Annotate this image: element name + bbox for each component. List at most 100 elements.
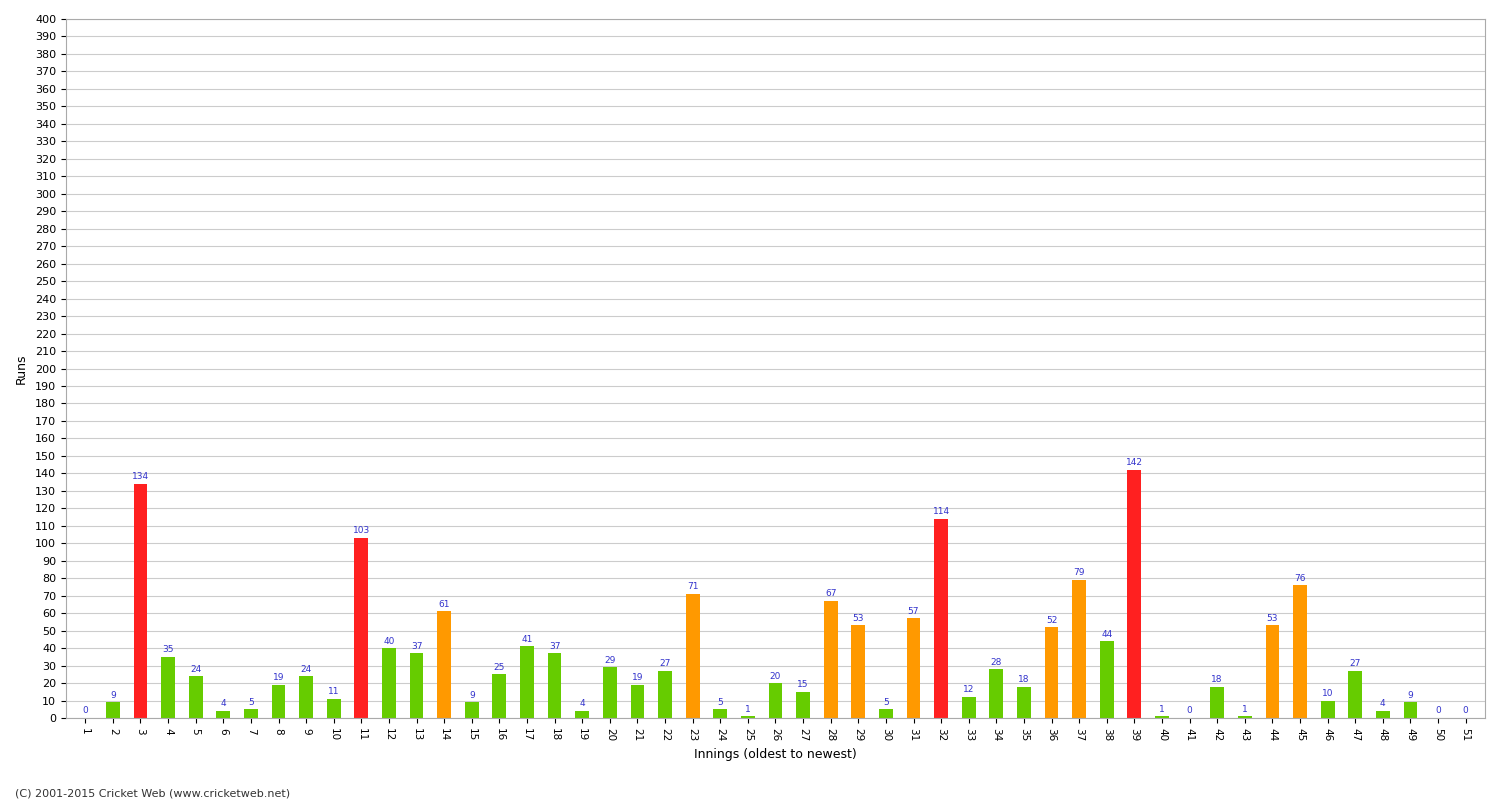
Text: 4: 4 [579, 699, 585, 709]
Text: 29: 29 [604, 656, 615, 665]
Bar [824, 601, 837, 718]
Bar [216, 711, 229, 718]
Text: 134: 134 [132, 472, 148, 482]
Text: 61: 61 [438, 600, 450, 609]
Text: 37: 37 [411, 642, 423, 650]
Text: 79: 79 [1074, 568, 1084, 578]
Bar [796, 692, 810, 718]
Bar [354, 538, 368, 718]
Bar [520, 646, 534, 718]
Text: 24: 24 [190, 665, 201, 674]
Bar [906, 618, 921, 718]
Text: 9: 9 [470, 690, 474, 700]
Text: 9: 9 [110, 690, 116, 700]
Bar [576, 711, 590, 718]
Text: 114: 114 [933, 507, 950, 516]
Bar [1100, 641, 1113, 718]
Text: 4: 4 [220, 699, 226, 709]
Text: 44: 44 [1101, 630, 1113, 638]
Text: 4: 4 [1380, 699, 1386, 709]
Text: 0: 0 [1186, 706, 1192, 715]
Bar [714, 710, 728, 718]
Text: 24: 24 [300, 665, 312, 674]
Text: 0: 0 [1462, 706, 1468, 715]
Bar [630, 685, 645, 718]
Text: 0: 0 [82, 706, 88, 715]
Text: 142: 142 [1126, 458, 1143, 467]
Text: 12: 12 [963, 686, 975, 694]
Text: 35: 35 [162, 646, 174, 654]
Bar [298, 676, 314, 718]
Text: 27: 27 [1350, 659, 1360, 668]
Text: 1: 1 [746, 705, 750, 714]
Text: 5: 5 [884, 698, 890, 706]
Bar [768, 683, 783, 718]
Bar [852, 626, 865, 718]
Bar [1128, 470, 1142, 718]
Text: 18: 18 [1019, 675, 1029, 684]
Bar [1320, 701, 1335, 718]
Y-axis label: Runs: Runs [15, 354, 28, 384]
Bar [244, 710, 258, 718]
Text: 103: 103 [352, 526, 370, 535]
Bar [1404, 702, 1417, 718]
Text: 25: 25 [494, 662, 506, 672]
Bar [1155, 716, 1168, 718]
Text: 37: 37 [549, 642, 561, 650]
Text: 67: 67 [825, 590, 837, 598]
Text: 15: 15 [798, 680, 808, 690]
X-axis label: Innings (oldest to newest): Innings (oldest to newest) [694, 748, 856, 761]
Text: 11: 11 [328, 687, 339, 696]
Bar [134, 484, 147, 718]
Text: 53: 53 [1266, 614, 1278, 623]
Text: 71: 71 [687, 582, 699, 591]
Bar [189, 676, 202, 718]
Bar [1293, 586, 1306, 718]
Bar [1266, 626, 1280, 718]
Bar [160, 657, 176, 718]
Bar [382, 648, 396, 718]
Text: 57: 57 [908, 607, 920, 616]
Text: 53: 53 [852, 614, 864, 623]
Bar [106, 702, 120, 718]
Text: 18: 18 [1212, 675, 1222, 684]
Bar [438, 611, 452, 718]
Text: 5: 5 [717, 698, 723, 706]
Text: 52: 52 [1046, 615, 1058, 625]
Text: 19: 19 [273, 674, 285, 682]
Text: 27: 27 [660, 659, 670, 668]
Bar [879, 710, 892, 718]
Text: 1: 1 [1242, 705, 1248, 714]
Text: 5: 5 [248, 698, 254, 706]
Bar [686, 594, 699, 718]
Bar [962, 697, 975, 718]
Bar [492, 674, 507, 718]
Bar [410, 654, 423, 718]
Text: 1: 1 [1160, 705, 1166, 714]
Bar [548, 654, 561, 718]
Text: 76: 76 [1294, 574, 1306, 582]
Bar [1376, 711, 1390, 718]
Text: 41: 41 [522, 635, 532, 644]
Bar [327, 699, 340, 718]
Bar [934, 519, 948, 718]
Bar [1210, 686, 1224, 718]
Bar [1044, 627, 1059, 718]
Text: 40: 40 [384, 637, 394, 646]
Text: 28: 28 [990, 658, 1002, 666]
Bar [741, 716, 754, 718]
Bar [1348, 671, 1362, 718]
Bar [990, 669, 1004, 718]
Text: 0: 0 [1436, 706, 1442, 715]
Text: 10: 10 [1322, 689, 1334, 698]
Bar [1072, 580, 1086, 718]
Bar [465, 702, 478, 718]
Text: (C) 2001-2015 Cricket Web (www.cricketweb.net): (C) 2001-2015 Cricket Web (www.cricketwe… [15, 788, 290, 798]
Bar [272, 685, 285, 718]
Bar [603, 667, 616, 718]
Bar [1017, 686, 1031, 718]
Bar [658, 671, 672, 718]
Text: 20: 20 [770, 671, 782, 681]
Text: 9: 9 [1407, 690, 1413, 700]
Text: 19: 19 [632, 674, 644, 682]
